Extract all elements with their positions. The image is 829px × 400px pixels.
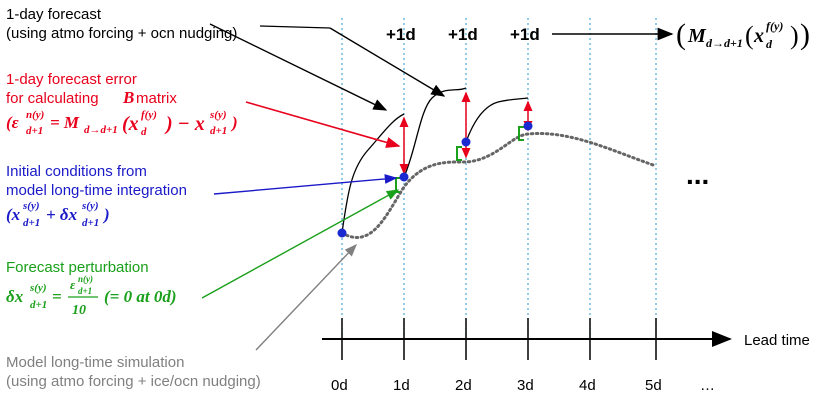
initial-point-3d <box>523 121 533 131</box>
svg-text:(: ( <box>676 18 686 51</box>
svg-text:d→d+1: d→d+1 <box>84 124 118 136</box>
tick-label-3d: 3d <box>517 377 534 394</box>
perturbation-title: Forecast perturbation <box>6 259 149 276</box>
svg-text:d+1: d+1 <box>82 217 99 229</box>
svg-text:M: M <box>687 25 707 47</box>
svg-text:): ) <box>102 205 110 224</box>
initial-point-2d <box>461 137 471 147</box>
long-time-simulation-curve <box>340 131 658 239</box>
initial-condition-points <box>337 121 533 238</box>
tick-labels: 0d 1d 2d 3d 4d 5d … <box>331 377 715 394</box>
initial-formula: (x s(y) d+1 + δx s(y) d+1 ) <box>6 200 110 229</box>
svg-text:(x: (x <box>122 113 139 135</box>
svg-text:): ) <box>800 18 810 51</box>
tick-label-2d: 2d <box>455 377 472 394</box>
svg-text:δx: δx <box>6 287 24 306</box>
svg-text:d+1: d+1 <box>26 125 43 137</box>
svg-text:s(y): s(y) <box>29 282 47 294</box>
svg-text:s(y): s(y) <box>209 109 227 121</box>
error-subtitle: for calculating B matrix <box>6 88 177 107</box>
svg-text:d+1: d+1 <box>30 299 47 311</box>
initial-point-1d <box>399 172 409 182</box>
simulation-title: Model long-time simulation <box>6 354 184 371</box>
forecast-curve-day1 <box>341 113 405 234</box>
forecast-curve-day3 <box>465 97 529 143</box>
svg-text:B: B <box>122 88 134 107</box>
svg-text:): ) <box>790 21 799 50</box>
day-gridlines <box>341 18 657 335</box>
svg-text:s(y): s(y) <box>81 200 99 212</box>
svg-text:for calculating: for calculating <box>6 90 99 107</box>
perturbation-bracket-2 <box>456 146 462 161</box>
initial-title: Initial conditions from <box>6 163 147 180</box>
svg-text:(ε: (ε <box>6 113 19 132</box>
simulation-pointer <box>255 243 357 351</box>
svg-text:d: d <box>141 126 147 138</box>
svg-text:ε: ε <box>70 277 76 292</box>
model-operator-formula: ( M d→d+1 ( x d f(y) ) ) <box>676 18 810 51</box>
initial-pointer <box>213 174 398 195</box>
forecast-pointer-1 <box>209 23 388 111</box>
svg-text:x: x <box>753 25 764 47</box>
svg-text:n(y): n(y) <box>78 274 93 284</box>
svg-text:10: 10 <box>72 303 86 318</box>
svg-text:(= 0 at 0d): (= 0 at 0d) <box>104 287 176 306</box>
svg-text:n(y): n(y) <box>26 109 44 121</box>
svg-text:= M: = M <box>50 113 80 132</box>
forecast-curve-day2 <box>403 87 467 178</box>
svg-text:s(y): s(y) <box>22 200 40 212</box>
svg-text:matrix: matrix <box>136 90 177 107</box>
error-formula: (ε n(y) d+1 = M d→d+1 (x f(y) d ) − x s(… <box>6 109 238 138</box>
lead-time-label: Lead time <box>744 332 810 349</box>
axis-ticks <box>341 318 657 360</box>
svg-text:) − x: ) − x <box>164 113 205 135</box>
step-label-2: +1d <box>448 25 478 44</box>
error-pointer <box>245 101 401 148</box>
svg-text:d+1: d+1 <box>78 286 92 296</box>
perturbation-bracket-3 <box>518 126 524 141</box>
svg-text:=: = <box>52 287 62 306</box>
svg-text:(x: (x <box>6 205 21 224</box>
simulation-subtitle: (using atmo forcing + ice/ocn nudging) <box>6 373 261 390</box>
forecast-title: 1-day forecast <box>6 6 102 23</box>
svg-text:d+1: d+1 <box>210 125 227 137</box>
svg-text:f(y): f(y) <box>141 109 157 121</box>
forecast-pointer-2 <box>329 27 446 97</box>
svg-text:+ δx: + δx <box>46 205 78 224</box>
svg-text:f(y): f(y) <box>766 19 783 33</box>
initial-subtitle: model long-time integration <box>6 182 187 199</box>
perturbation-formula: δx s(y) d+1 = ε n(y) d+1 10 (= 0 at 0d) <box>6 274 176 318</box>
initial-point-0d <box>337 228 347 238</box>
perturbation-pointer <box>201 189 400 299</box>
tick-label-1d: 1d <box>393 377 410 394</box>
tick-label-5d: 5d <box>645 377 662 394</box>
svg-text:): ) <box>230 113 238 132</box>
tick-label-0d: 0d <box>331 377 348 394</box>
perturbation-bracket-1 <box>395 177 400 193</box>
step-label-3: +1d <box>510 25 540 44</box>
svg-text:(: ( <box>745 21 754 50</box>
svg-text:d: d <box>766 37 773 51</box>
error-title: 1-day forecast error <box>6 71 137 88</box>
perturbation-brackets <box>395 126 524 193</box>
forecast-subtitle: (using atmo forcing + ocn nudging) <box>6 25 237 42</box>
svg-text:d→d+1: d→d+1 <box>706 36 743 50</box>
tick-label-4d: 4d <box>579 377 596 394</box>
plot-ellipsis: ... <box>686 159 709 190</box>
svg-text:d+1: d+1 <box>23 217 40 229</box>
step-label-1: +1d <box>386 25 416 44</box>
tick-label-ellipsis: … <box>700 377 715 394</box>
